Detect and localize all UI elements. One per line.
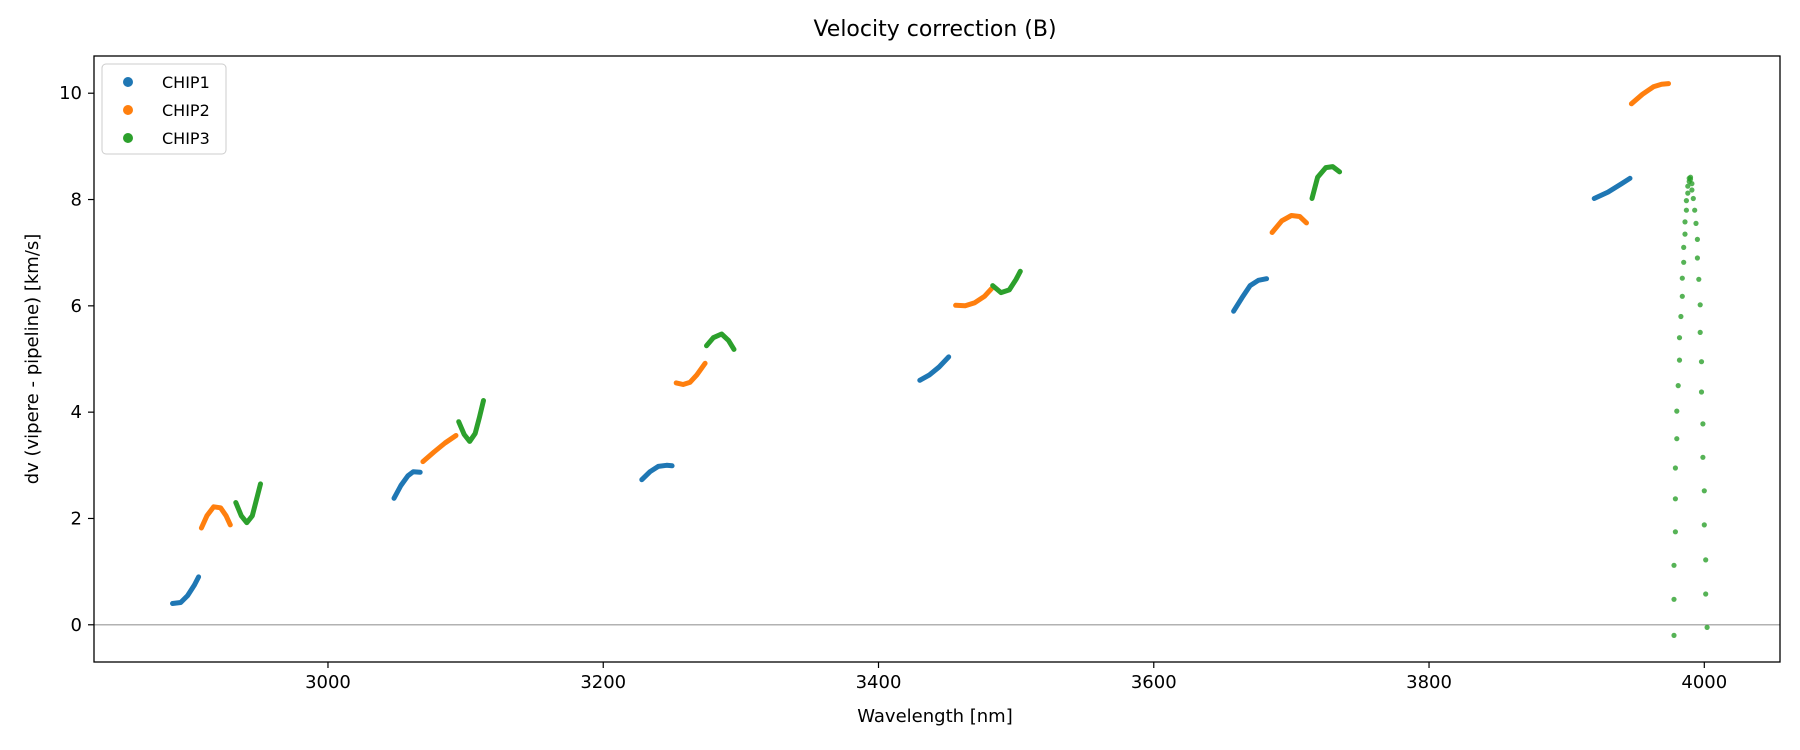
- chip3-point: [1681, 259, 1687, 265]
- chip3-point: [1696, 276, 1702, 282]
- chip3-point: [1683, 198, 1689, 204]
- legend: CHIP1 CHIP2 CHIP3: [101, 63, 227, 155]
- chip3-point: [1682, 219, 1688, 225]
- chip3-point: [1671, 562, 1677, 568]
- chip3-point: [1678, 313, 1684, 320]
- y-tick-label: 0: [71, 615, 82, 636]
- chip3-point: [1685, 183, 1691, 189]
- x-axis: 3000 3200 3400 3600 3800 4000: [305, 662, 1727, 693]
- x-tick-label: 3000: [305, 672, 351, 693]
- chip3-point: [1693, 220, 1699, 226]
- x-tick-label: 3600: [1131, 672, 1177, 693]
- chip3-segment-2: [456, 398, 486, 444]
- plot-frame: [93, 55, 1781, 663]
- chip3-point: [1685, 190, 1691, 196]
- chip1-segment-1: [170, 574, 202, 606]
- chip3-point: [1679, 293, 1685, 299]
- chip3-point: [1694, 255, 1700, 261]
- series-chip2: [198, 81, 1671, 531]
- chip3-point: [1700, 421, 1706, 427]
- y-tick-label: 6: [71, 296, 82, 317]
- chip2-segment-6: [1628, 81, 1671, 107]
- y-tick-label: 4: [71, 402, 82, 423]
- chip2-segment-2: [420, 433, 459, 465]
- chip3-point: [1697, 302, 1703, 308]
- chip3-point: [1697, 329, 1703, 335]
- chip3-point: [1703, 557, 1709, 563]
- chip3-point: [1672, 496, 1678, 502]
- legend-label-chip2: CHIP2: [162, 101, 210, 120]
- y-axis-label: dv (vipere - pipeline) [km/s]: [22, 234, 43, 485]
- chart-title: Velocity correction (B): [813, 17, 1056, 42]
- chip2-segment-3: [673, 360, 708, 387]
- chip3-point: [1679, 275, 1685, 281]
- y-tick-label: 2: [71, 508, 82, 529]
- chip3-segment-3: [704, 331, 737, 352]
- legend-marker-chip2: [123, 105, 133, 115]
- chip3-point: [1698, 389, 1705, 395]
- chip3-point: [1698, 359, 1705, 365]
- x-axis-label: Wavelength [nm]: [857, 706, 1013, 727]
- chip1-segment-2: [391, 469, 423, 501]
- chip3-point: [1694, 236, 1700, 242]
- y-tick-label: 8: [71, 190, 82, 211]
- chip3-point: [1682, 231, 1688, 237]
- chip3-point: [1674, 436, 1680, 442]
- chip3-point: [1674, 408, 1680, 414]
- chip1-segment-5: [1231, 276, 1270, 314]
- legend-marker-chip1: [123, 77, 133, 87]
- chip3-segment-1: [233, 481, 263, 526]
- x-tick-label: 3800: [1406, 672, 1452, 693]
- plot-area: [94, 81, 1780, 639]
- y-tick-label: 10: [59, 83, 82, 104]
- chip2-segment-4: [953, 286, 994, 309]
- chip3-point: [1689, 181, 1695, 187]
- chip3-point: [1687, 176, 1694, 182]
- chip1-segment-3: [639, 462, 675, 483]
- chip3-point: [1703, 591, 1709, 597]
- chip3-point: [1683, 207, 1689, 213]
- chip3-point: [1704, 624, 1710, 631]
- chip3-point: [1689, 187, 1695, 193]
- x-tick-label: 3200: [580, 672, 626, 693]
- chip3-point: [1672, 529, 1678, 535]
- chip3-point: [1701, 488, 1707, 494]
- chip3-point: [1701, 522, 1707, 528]
- chip3-point: [1676, 335, 1683, 341]
- chip3-point: [1676, 357, 1683, 363]
- series-chip1: [170, 175, 1633, 606]
- chip3-point: [1692, 207, 1698, 213]
- y-axis: 0 2 4 6 8 10: [59, 83, 94, 636]
- chip3-point: [1672, 465, 1678, 471]
- chip3-point: [1700, 454, 1706, 460]
- chip3-point: [1671, 632, 1677, 639]
- chip2-segment-1: [198, 504, 233, 531]
- chip3-point: [1675, 383, 1681, 389]
- chip2-segment-5: [1269, 213, 1309, 235]
- chip1-segment-6: [1591, 175, 1633, 201]
- x-tick-label: 3400: [856, 672, 902, 693]
- chip3-segment-4: [990, 268, 1023, 296]
- chip3-segment-5: [1309, 164, 1343, 201]
- legend-label-chip3: CHIP3: [162, 129, 210, 148]
- chip3-point: [1681, 244, 1687, 250]
- series-chip3: [233, 164, 1710, 639]
- chip3-point: [1690, 195, 1696, 202]
- legend-marker-chip3: [123, 133, 133, 143]
- x-tick-label: 4000: [1681, 672, 1727, 693]
- chip3-point: [1671, 596, 1677, 602]
- legend-box: [101, 63, 227, 155]
- chip1-segment-4: [917, 354, 952, 383]
- legend-label-chip1: CHIP1: [162, 73, 210, 92]
